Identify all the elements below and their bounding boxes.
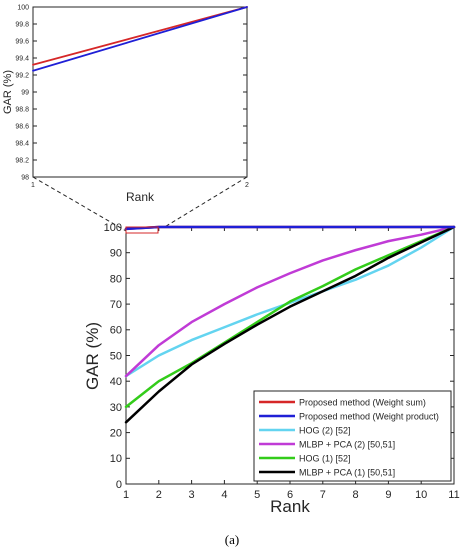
legend-label-4: HOG (1) [52] [299, 454, 351, 464]
main-x-tick-label: 3 [189, 489, 195, 501]
main-y-tick-label: 90 [110, 248, 122, 260]
main-y-tick-label: 70 [110, 299, 122, 311]
inset-y-tick-label: 98.8 [15, 106, 29, 113]
main-y-tick-label: 20 [110, 427, 122, 439]
zoom-connector-right [157, 176, 248, 232]
inset-x-tick-label: 2 [245, 182, 249, 189]
main-series-line-3 [124, 225, 456, 378]
inset-x-axis-label: Rank [126, 190, 155, 204]
main-x-tick-label: 4 [221, 489, 227, 501]
zoom-connector-lines [32, 176, 248, 232]
figure-caption: (a) [225, 532, 239, 547]
legend-box [253, 390, 452, 482]
main-x-tick-label: 1 [123, 489, 129, 501]
legend-label-5: MLBP + PCA (1) [50,51] [299, 468, 395, 478]
inset-y-tick-label: 100 [17, 4, 29, 11]
inset-y-tick-label: 99.8 [15, 21, 29, 28]
inset-series-line-0 [32, 6, 248, 66]
main-y-axis-label: GAR (%) [83, 322, 102, 390]
inset-y-tick-label: 98.4 [15, 140, 29, 147]
main-y-axis: 0 10 20 30 40 50 60 70 80 90 100 [104, 222, 454, 491]
main-y-tick-label: 100 [104, 222, 122, 234]
main-chart: 0 10 20 30 40 50 60 70 80 90 100 1 2 3 4 5 6 7 8 9 10 11 Ran… [83, 222, 460, 516]
inset-x-tick-label: 1 [31, 182, 35, 189]
main-x-tick-label: 2 [156, 489, 162, 501]
main-y-tick-label: 80 [110, 273, 122, 285]
inset-y-tick-label: 98 [21, 174, 29, 181]
main-x-tick-label: 6 [287, 489, 293, 501]
inset-y-axis: 98 98.2 98.4 98.6 98.8 99 99.2 99.4 99.6 99.8 100 [15, 4, 247, 181]
main-y-tick-label: 10 [110, 453, 122, 465]
inset-y-tick-label: 99 [21, 89, 29, 96]
zoom-connector-left [32, 176, 127, 232]
main-x-tick-label: 7 [320, 489, 326, 501]
main-x-tick-label: 11 [448, 489, 459, 501]
inset-y-tick-label: 98.2 [15, 157, 29, 164]
main-y-tick-label: 60 [110, 325, 122, 337]
main-x-tick-label: 9 [385, 489, 391, 501]
legend-label-2: HOG (2) [52] [299, 426, 351, 436]
inset-plot-frame [32, 6, 248, 178]
main-series-lines [124, 225, 456, 424]
legend-label-3: MLBP + PCA (2) [50,51] [299, 440, 395, 450]
main-x-axis: 1 2 3 4 5 6 7 8 9 10 11 [123, 227, 460, 501]
main-y-tick-label: 40 [110, 376, 122, 388]
main-legend: Proposed method (Weight sum) Proposed met… [253, 390, 452, 482]
main-x-axis-label: Rank [270, 497, 310, 516]
inset-y-axis-label: GAR (%) [2, 70, 14, 114]
main-series-line-4 [124, 225, 456, 409]
legend-label-1: Proposed method (Weight product) [299, 412, 439, 422]
main-y-tick-label: 30 [110, 402, 122, 414]
inset-y-tick-label: 99.6 [15, 38, 29, 45]
main-x-tick-label: 8 [353, 489, 359, 501]
legend-label-0: Proposed method (Weight sum) [299, 398, 426, 408]
inset-series-lines [32, 6, 248, 72]
main-y-tick-label: 0 [116, 479, 122, 491]
main-series-line-1 [124, 225, 456, 231]
main-y-tick-label: 50 [110, 350, 122, 362]
inset-chart: 9898.298.498.698.89999.299.499.699.8100 … [2, 4, 249, 204]
inset-y-tick-label: 98.6 [15, 123, 29, 130]
main-x-tick-label: 5 [254, 489, 260, 501]
legend-items: Proposed method (Weight sum) Proposed met… [259, 398, 439, 478]
main-x-tick-label: 10 [415, 489, 427, 501]
main-series-line-5 [124, 225, 456, 424]
inset-series-line-1 [32, 6, 248, 72]
inset-y-tick-label: 99.4 [15, 55, 29, 62]
inset-y-tick-label: 99.2 [15, 72, 29, 79]
zoom-region-box [125, 226, 159, 234]
